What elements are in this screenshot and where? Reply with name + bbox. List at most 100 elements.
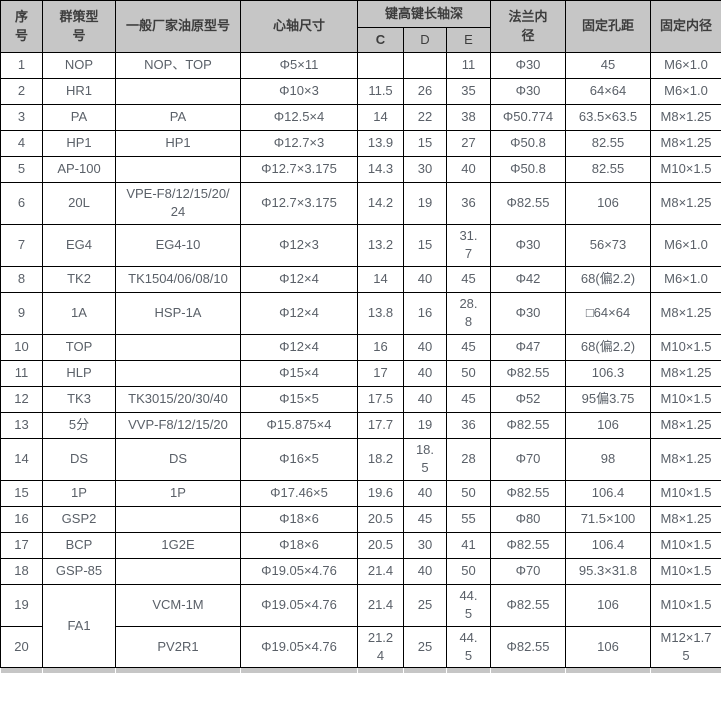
cell-r1-c6 xyxy=(403,52,447,79)
cell-r8-c2: TK2 xyxy=(42,265,116,293)
cell-r3-c4: Φ12.5×4 xyxy=(240,104,358,131)
cutoff-cell xyxy=(0,667,43,673)
cell-r19-c1: 19 xyxy=(0,583,43,627)
cell-r7-c7: 31. 7 xyxy=(446,223,491,267)
cell-r14-c2: DS xyxy=(42,437,116,481)
cell-r20-c1: 20 xyxy=(0,625,43,669)
cell-r13-c5: 17.7 xyxy=(357,411,404,439)
cell-r17-c1: 17 xyxy=(0,531,43,559)
cell-r20-c9: 106 xyxy=(565,625,651,669)
header-key-dimensions-group: 键高键长轴深 xyxy=(357,0,491,28)
cell-r14-c9: 98 xyxy=(565,437,651,481)
cutoff-cell xyxy=(446,667,491,673)
cutoff-cell xyxy=(42,667,116,673)
cell-r17-c6: 30 xyxy=(403,531,447,559)
cell-r6-c1: 6 xyxy=(0,182,43,225)
table-body: 1 NOP NOP、TOP Φ5×11 11 Φ30 45 M6×1.0 2 HR1 Φ10×3 11… xyxy=(0,52,721,673)
header-model: 群策型 号 xyxy=(42,0,116,53)
cell-r12-c2: TK3 xyxy=(42,385,116,413)
cell-r4-c2: HP1 xyxy=(42,130,116,157)
cell-r12-c10: M10×1.5 xyxy=(650,385,721,413)
cell-r3-c8: Φ50.774 xyxy=(490,104,566,131)
cell-r5-c5: 14.3 xyxy=(357,156,404,183)
cell-r3-c7: 38 xyxy=(446,104,491,131)
table-row-18: 18 GSP-85 Φ19.05×4.76 21.4 40 50 Φ70 95.3×31.8 M… xyxy=(0,557,721,585)
cell-r9-c9: □64×64 xyxy=(565,291,651,335)
cell-r16-c4: Φ18×6 xyxy=(240,505,358,533)
cell-r7-c2: EG4 xyxy=(42,223,116,267)
cell-r14-c8: Φ70 xyxy=(490,437,566,481)
table-row-2: 2 HR1 Φ10×3 11.5 26 35 Φ30 64×64 M6×1.0 xyxy=(0,78,721,105)
table-row-10: 10 TOP Φ12×4 16 40 45 Φ47 68(偏2.2) M10×1.5 xyxy=(0,333,721,361)
cell-r15-c9: 106.4 xyxy=(565,479,651,507)
table-row-7: 7 EG4 EG4-10 Φ12×3 13.2 15 31. 7 Φ30 56×73 M6×1.0 xyxy=(0,223,721,267)
table-row-13: 13 5分 VVP-F8/12/15/20 Φ15.875×4 17.7 19 36 Φ82.… xyxy=(0,411,721,439)
cell-r19-c2: FA1 xyxy=(42,583,116,669)
cell-r10-c4: Φ12×4 xyxy=(240,333,358,361)
cell-r20-c4: Φ19.05×4.76 xyxy=(240,625,358,669)
cell-r6-c10: M8×1.25 xyxy=(650,182,721,225)
cell-r11-c7: 50 xyxy=(446,359,491,387)
table-row-20: 20 PV2R1 Φ19.05×4.76 21.2 4 25 44. 5 Φ82.55 106… xyxy=(0,625,721,669)
cell-r11-c8: Φ82.55 xyxy=(490,359,566,387)
cell-r18-c2: GSP-85 xyxy=(42,557,116,585)
cell-r6-c2: 20L xyxy=(42,182,116,225)
cell-r16-c1: 16 xyxy=(0,505,43,533)
cell-r4-c6: 15 xyxy=(403,130,447,157)
header-spindle-size: 心轴尺寸 xyxy=(240,0,358,53)
cell-r17-c8: Φ82.55 xyxy=(490,531,566,559)
cutoff-cell xyxy=(240,667,358,673)
cell-r12-c5: 17.5 xyxy=(357,385,404,413)
cell-r11-c3 xyxy=(115,359,241,387)
cutoff-cell xyxy=(403,667,447,673)
cell-r16-c5: 20.5 xyxy=(357,505,404,533)
cell-r11-c9: 106.3 xyxy=(565,359,651,387)
cell-r2-c9: 64×64 xyxy=(565,78,651,105)
cell-r2-c7: 35 xyxy=(446,78,491,105)
cell-r7-c10: M6×1.0 xyxy=(650,223,721,267)
cell-r19-c6: 25 xyxy=(403,583,447,627)
cell-r10-c9: 68(偏2.2) xyxy=(565,333,651,361)
cell-r6-c6: 19 xyxy=(403,182,447,225)
cell-r18-c8: Φ70 xyxy=(490,557,566,585)
cell-r8-c4: Φ12×4 xyxy=(240,265,358,293)
cutoff-cell xyxy=(357,667,404,673)
cell-r20-c6: 25 xyxy=(403,625,447,669)
cell-r9-c3: HSP-1A xyxy=(115,291,241,335)
cell-r7-c4: Φ12×3 xyxy=(240,223,358,267)
cell-r19-c4: Φ19.05×4.76 xyxy=(240,583,358,627)
cell-r2-c3 xyxy=(115,78,241,105)
cell-r18-c9: 95.3×31.8 xyxy=(565,557,651,585)
cell-r2-c5: 11.5 xyxy=(357,78,404,105)
cell-r14-c7: 28 xyxy=(446,437,491,481)
cell-r3-c9: 63.5×63.5 xyxy=(565,104,651,131)
cell-r10-c5: 16 xyxy=(357,333,404,361)
cell-r10-c7: 45 xyxy=(446,333,491,361)
cell-r2-c8: Φ30 xyxy=(490,78,566,105)
cell-r5-c7: 40 xyxy=(446,156,491,183)
cell-r11-c5: 17 xyxy=(357,359,404,387)
cell-r5-c10: M10×1.5 xyxy=(650,156,721,183)
cell-r10-c6: 40 xyxy=(403,333,447,361)
table-row-1: 1 NOP NOP、TOP Φ5×11 11 Φ30 45 M6×1.0 xyxy=(0,52,721,79)
cell-r4-c5: 13.9 xyxy=(357,130,404,157)
cell-r3-c2: PA xyxy=(42,104,116,131)
cell-r17-c2: BCP xyxy=(42,531,116,559)
cutoff-cell xyxy=(565,667,651,673)
cell-r17-c5: 20.5 xyxy=(357,531,404,559)
table-row-19: 19 FA1 VCM-1M Φ19.05×4.76 21.4 25 44. 5 Φ82.55 1… xyxy=(0,583,721,669)
cell-r13-c7: 36 xyxy=(446,411,491,439)
cell-r10-c3 xyxy=(115,333,241,361)
cell-r2-c4: Φ10×3 xyxy=(240,78,358,105)
cell-r18-c7: 50 xyxy=(446,557,491,585)
cell-r7-c1: 7 xyxy=(0,223,43,267)
cell-r12-c8: Φ52 xyxy=(490,385,566,413)
cell-r6-c8: Φ82.55 xyxy=(490,182,566,225)
cell-r10-c10: M10×1.5 xyxy=(650,333,721,361)
cell-r8-c10: M6×1.0 xyxy=(650,265,721,293)
cell-r16-c7: 55 xyxy=(446,505,491,533)
cell-r6-c9: 106 xyxy=(565,182,651,225)
pump-spec-table: 序 号 群策型 号 一般厂家油原型号 心轴尺寸 键高键长轴深 法兰内 径 固定孔… xyxy=(0,0,721,673)
cell-r12-c4: Φ15×5 xyxy=(240,385,358,413)
cell-r8-c8: Φ42 xyxy=(490,265,566,293)
